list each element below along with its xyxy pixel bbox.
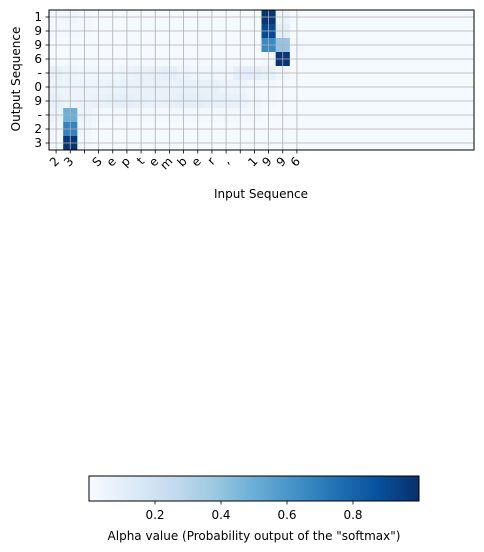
colorbar-tick-label: 0.6 [277, 508, 296, 522]
y-tick-label: 2 [34, 122, 42, 136]
colorbar-tick-label: 0.4 [211, 508, 230, 522]
y-tick-label: 9 [34, 38, 42, 52]
y-tick-label: - [38, 66, 42, 80]
colorbar-label: Alpha value (Probability output of the "… [108, 529, 401, 543]
y-tick-label: 9 [34, 94, 42, 108]
x-tick-label: 2 [47, 154, 62, 169]
x-tick-label: r [205, 154, 218, 167]
colorbar-tick-label: 0.2 [145, 508, 164, 522]
y-tick-label: - [38, 108, 42, 122]
x-tick-label: S [89, 154, 104, 169]
y-tick-label: 0 [34, 80, 42, 94]
y-axis-label: Output Sequence [9, 27, 23, 132]
y-tick-label: 9 [34, 24, 42, 38]
y-tick-label: 1 [34, 10, 42, 24]
colorbar-ticks: 0.2 0.4 0.6 0.8 [145, 501, 363, 522]
heatmap-grid [49, 10, 475, 150]
x-tick-label: 9 [259, 154, 274, 169]
x-tick-label: 9 [274, 154, 289, 169]
x-tick-label: p [118, 154, 133, 169]
x-tick-label: 1 [245, 154, 260, 169]
y-tick-label: 3 [34, 136, 42, 150]
x-tick-label: e [189, 154, 204, 169]
colorbar-gradient [88, 475, 420, 502]
x-tick-label: , [220, 154, 233, 167]
x-tick-label: 6 [288, 154, 303, 169]
x-axis-label: Input Sequence [214, 187, 308, 201]
x-tick-label: e [104, 154, 119, 169]
x-tick-label: 3 [61, 154, 76, 169]
x-tick-label: b [174, 154, 189, 169]
colorbar-tick-label: 0.8 [343, 508, 362, 522]
x-tick-label: t [134, 154, 147, 167]
x-tick-label: m [157, 154, 175, 172]
heatmap-frame [48, 9, 475, 151]
y-tick-label: 6 [34, 52, 42, 66]
colorbar: 0.2 0.4 0.6 0.8 Alpha value (Probability ou… [88, 475, 420, 543]
